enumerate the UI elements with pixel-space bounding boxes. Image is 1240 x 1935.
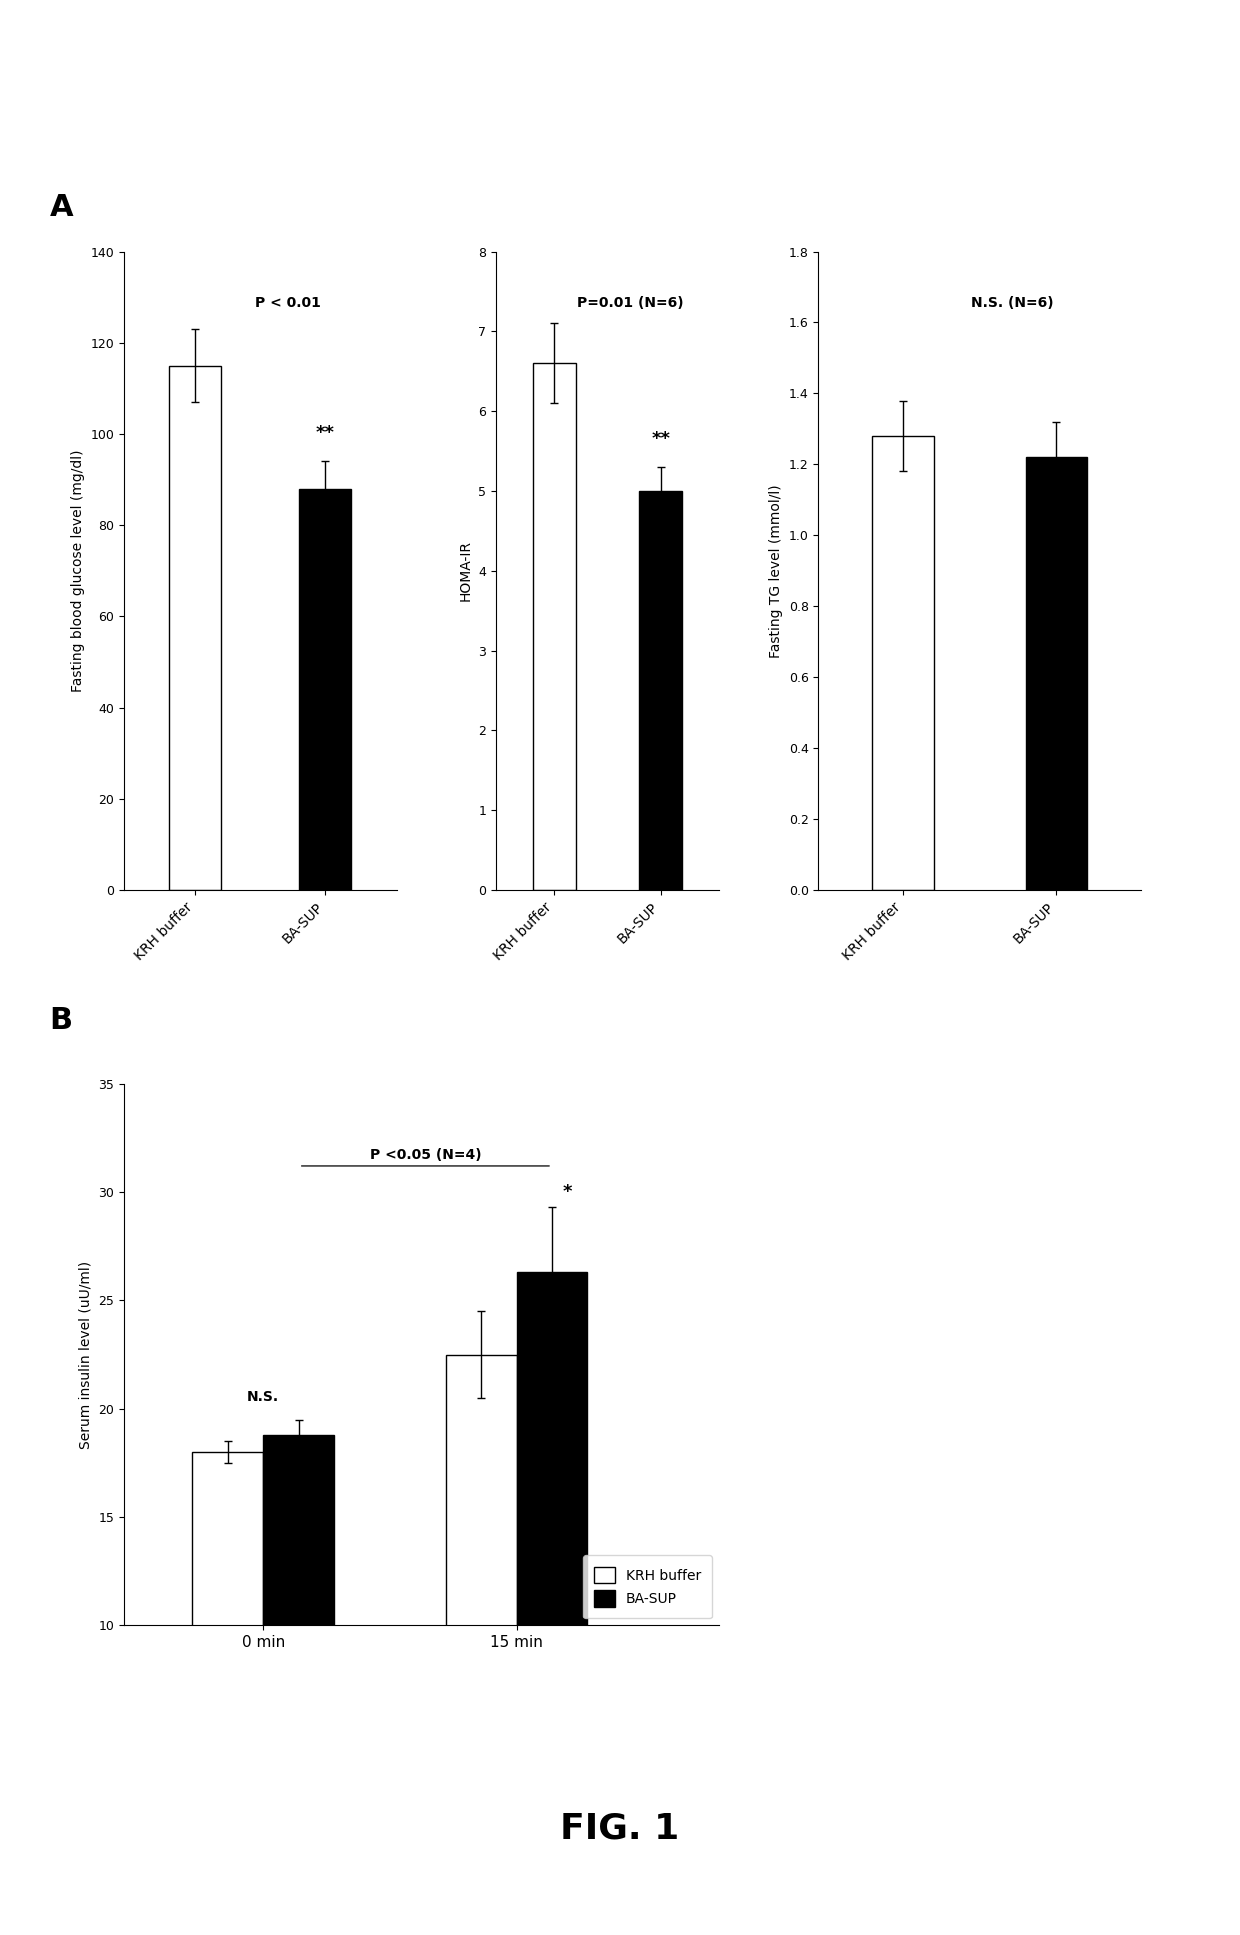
Text: A: A: [50, 194, 73, 223]
Bar: [445, 1354, 517, 1842]
Y-axis label: Fasting blood glucose level (mg/dl): Fasting blood glucose level (mg/dl): [71, 449, 84, 693]
Bar: [192, 1451, 263, 1842]
Text: N.S.: N.S.: [247, 1391, 279, 1405]
Text: B: B: [50, 1006, 73, 1035]
Y-axis label: Fasting TG level (mmol/l): Fasting TG level (mmol/l): [769, 484, 784, 658]
Text: P=0.01 (N=6): P=0.01 (N=6): [577, 296, 683, 310]
Legend: KRH buffer, BA-SUP: KRH buffer, BA-SUP: [583, 1556, 712, 1618]
Text: FIG. 1: FIG. 1: [560, 1811, 680, 1846]
Bar: [299, 490, 351, 890]
Bar: [1025, 457, 1087, 890]
Text: **: **: [651, 430, 671, 447]
Bar: [872, 435, 934, 890]
Bar: [170, 366, 222, 890]
Bar: [263, 1434, 335, 1842]
Bar: [517, 1271, 588, 1842]
Text: P < 0.01: P < 0.01: [254, 296, 321, 310]
Y-axis label: HOMA-IR: HOMA-IR: [459, 540, 472, 602]
Text: **: **: [316, 424, 335, 443]
Bar: [533, 364, 575, 890]
Y-axis label: Serum insulin level (uU/ml): Serum insulin level (uU/ml): [79, 1260, 93, 1449]
Text: P <0.05 (N=4): P <0.05 (N=4): [370, 1147, 481, 1161]
Text: N.S. (N=6): N.S. (N=6): [971, 296, 1053, 310]
Bar: [640, 491, 682, 890]
Text: *: *: [562, 1182, 572, 1200]
